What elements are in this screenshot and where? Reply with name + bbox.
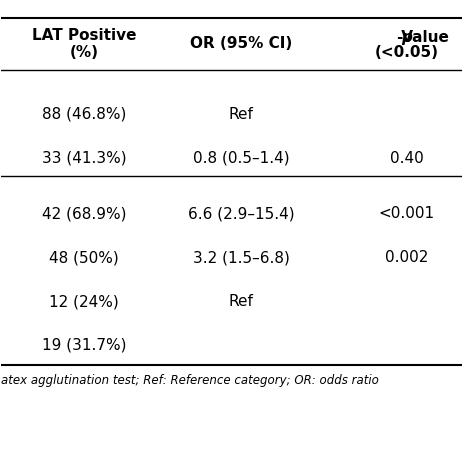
Text: 33 (41.3%): 33 (41.3%) <box>42 151 127 166</box>
Text: 6.6 (2.9–15.4): 6.6 (2.9–15.4) <box>188 206 294 221</box>
Text: 12 (24%): 12 (24%) <box>49 294 119 309</box>
Text: 19 (31.7%): 19 (31.7%) <box>42 338 127 353</box>
Text: LAT Positive
(%): LAT Positive (%) <box>32 27 137 60</box>
Text: 3.2 (1.5–6.8): 3.2 (1.5–6.8) <box>192 250 290 265</box>
Text: <0.001: <0.001 <box>379 206 435 221</box>
Text: 88 (46.8%): 88 (46.8%) <box>42 107 127 122</box>
Text: -Value: -Value <box>396 30 449 45</box>
Text: Ref: Ref <box>228 107 254 122</box>
Text: p: p <box>401 30 412 45</box>
Text: atex agglutination test; Ref: Reference category; OR: odds ratio: atex agglutination test; Ref: Reference … <box>1 374 379 387</box>
Text: 48 (50%): 48 (50%) <box>49 250 119 265</box>
Text: 0.8 (0.5–1.4): 0.8 (0.5–1.4) <box>192 151 289 166</box>
Text: 0.002: 0.002 <box>385 250 428 265</box>
Text: (<0.05): (<0.05) <box>375 45 439 60</box>
Text: Ref: Ref <box>228 294 254 309</box>
Text: 0.40: 0.40 <box>390 151 424 166</box>
Text: 42 (68.9%): 42 (68.9%) <box>42 206 127 221</box>
Text: OR (95% CI): OR (95% CI) <box>190 36 292 51</box>
